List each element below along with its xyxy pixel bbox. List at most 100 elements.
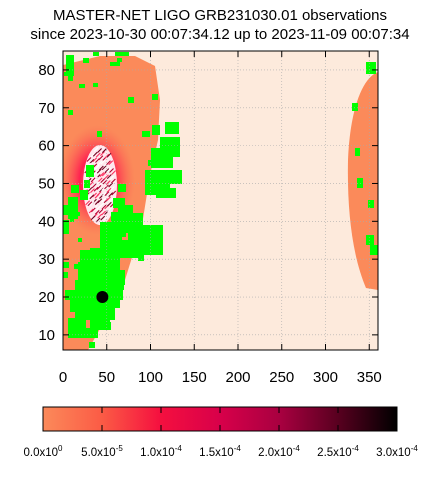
core-texture-mark [95, 152, 101, 158]
core-texture-mark [110, 186, 115, 191]
core-texture-mark [89, 194, 95, 200]
observed-field [100, 222, 122, 254]
observed-field [64, 72, 74, 76]
observed-fields [63, 52, 378, 348]
plot-frame [62, 50, 379, 351]
observed-field [93, 83, 98, 87]
observed-field [110, 270, 125, 285]
x-tick-label: 50 [98, 369, 115, 386]
core-texture-mark [111, 178, 116, 184]
core-texture-mark [90, 188, 95, 193]
colorbar-ticks: 0.0x100 5.0x10-5 1.0x10-4 1.5x10-4 2.0x10-4 2… [24, 407, 418, 459]
observed-field [65, 290, 75, 300]
x-tick-label: 200 [225, 369, 250, 386]
observed-field [156, 190, 162, 196]
observed-field [120, 240, 138, 258]
core-texture-mark [108, 160, 114, 166]
core-texture-mark [94, 193, 100, 199]
observed-field [70, 300, 86, 312]
observed-field [142, 131, 150, 137]
core-texture-mark [102, 179, 108, 185]
core-texture-mark [92, 157, 98, 163]
core-texture-mark [89, 200, 95, 206]
core-texture-mark [93, 146, 99, 152]
observed-field [76, 212, 80, 216]
observed-field [83, 58, 89, 63]
core-texture-mark [101, 148, 107, 154]
core-texture-mark [101, 186, 107, 191]
observed-field [162, 170, 182, 184]
core-texture-mark [98, 165, 104, 171]
colorbar-tick-label: 2.0x10-4 [258, 444, 300, 459]
core-texture-mark [90, 207, 96, 213]
x-axis: 0 50 100 150 200 250 300 350 [59, 51, 382, 386]
colorbar-tick-label: 3.0x10-4 [376, 444, 418, 459]
observed-field [78, 238, 82, 242]
observed-field [370, 245, 378, 255]
core-texture-mark [93, 176, 99, 182]
core-texture-mark [106, 187, 112, 193]
core-texture-mark [93, 170, 99, 176]
core-texture-mark [87, 193, 92, 199]
x-tick-label: 150 [182, 369, 207, 386]
core-texture-mark [96, 205, 102, 211]
observed-field [118, 184, 126, 192]
x-tick-label: 250 [269, 369, 294, 386]
observed-field [86, 165, 94, 177]
core-texture-mark [90, 215, 96, 220]
observed-field [355, 148, 360, 156]
core-texture-mark [86, 157, 92, 162]
observed-field [152, 125, 160, 135]
observed-field [80, 250, 90, 270]
core-texture-mark [98, 155, 104, 161]
observed-field [89, 342, 95, 348]
y-tick-label: 20 [38, 289, 55, 306]
core-texture-mark [92, 151, 98, 157]
observed-field [84, 180, 90, 188]
best-position-marker [96, 291, 109, 304]
core-texture-mark [94, 200, 100, 205]
core-texture-mark [101, 204, 107, 210]
core-texture-mark [101, 165, 107, 171]
core-texture-mark [106, 160, 111, 166]
core-texture-mark [109, 175, 114, 181]
core-texture-mark [108, 192, 114, 197]
core-texture-mark [106, 196, 111, 202]
core-texture-mark [97, 182, 103, 188]
core-texture-mark [111, 170, 116, 175]
x-tick-label: 300 [313, 369, 338, 386]
core-texture-mark [97, 160, 103, 166]
core-texture-mark [100, 215, 106, 221]
y-tick-label: 30 [38, 251, 55, 268]
observed-field [86, 328, 98, 338]
core-texture-mark [111, 190, 117, 196]
core-texture-mark [85, 200, 91, 206]
core-texture-mark [87, 187, 93, 192]
observed-field [113, 198, 125, 208]
core-texture-mark [97, 148, 102, 153]
core-texture-mark [91, 183, 97, 189]
observed-field [368, 200, 374, 208]
colorbar-tick-label: 2.5x10-4 [317, 444, 359, 459]
x-tick-label: 100 [138, 369, 163, 386]
y-axis: 10 20 30 40 50 60 70 80 [38, 62, 378, 344]
observed-field [63, 262, 69, 268]
core-texture-mark [89, 158, 95, 164]
y-tick-label: 80 [38, 62, 55, 79]
observed-field [66, 55, 74, 73]
chart-title: MASTER-NET LIGO GRB231030.01 observation… [52, 7, 388, 24]
observed-field [151, 148, 173, 168]
observed-field [68, 318, 86, 338]
chart-subtitle: since 2023-10-30 00:07:34.12 up to 2023-… [30, 26, 410, 43]
core-texture-mark [109, 168, 114, 173]
core-texture-mark [100, 151, 105, 157]
core-texture-mark [90, 177, 96, 183]
observed-field [152, 94, 158, 100]
y-tick-label: 70 [38, 100, 55, 117]
observed-field [115, 52, 129, 56]
observed-field [74, 264, 79, 269]
core-texture-mark [88, 208, 94, 214]
observed-field [156, 188, 176, 198]
core-texture-mark [94, 164, 100, 170]
